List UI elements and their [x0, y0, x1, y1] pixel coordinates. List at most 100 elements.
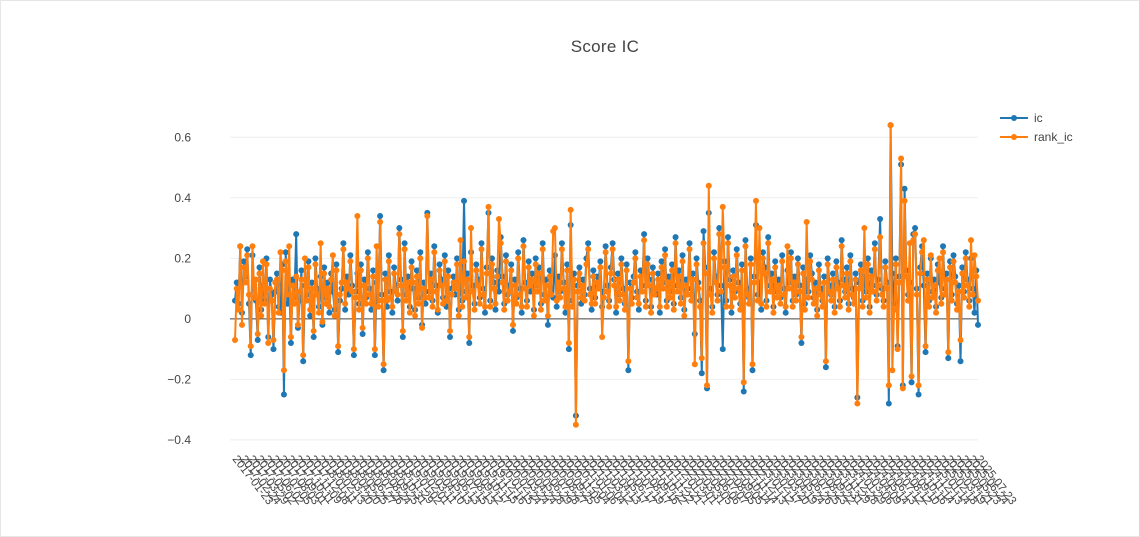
data-point-rank_ic[interactable]: [406, 309, 413, 316]
data-point-ic[interactable]: [385, 252, 392, 259]
data-point-ic[interactable]: [370, 267, 377, 274]
data-point-ic[interactable]: [590, 267, 597, 274]
data-point-rank_ic[interactable]: [343, 279, 350, 286]
data-point-rank_ic[interactable]: [653, 285, 660, 292]
data-point-ic[interactable]: [511, 276, 518, 283]
data-point-rank_ic[interactable]: [307, 306, 314, 313]
data-point-rank_ic[interactable]: [298, 276, 305, 283]
data-point-rank_ic[interactable]: [232, 337, 238, 344]
data-point-ic[interactable]: [852, 270, 859, 277]
data-point-ic[interactable]: [244, 246, 251, 253]
data-point-ic[interactable]: [759, 249, 766, 256]
data-point-rank_ic[interactable]: [233, 285, 240, 292]
data-point-rank_ic[interactable]: [308, 285, 315, 292]
data-point-rank_ic[interactable]: [607, 270, 614, 277]
data-point-rank_ic[interactable]: [740, 379, 747, 386]
data-point-ic[interactable]: [658, 258, 665, 265]
data-point-rank_ic[interactable]: [899, 385, 906, 392]
data-point-rank_ic[interactable]: [744, 291, 751, 298]
data-point-rank_ic[interactable]: [565, 340, 572, 347]
data-point-ic[interactable]: [885, 400, 892, 407]
data-point-rank_ic[interactable]: [950, 258, 957, 265]
data-point-rank_ic[interactable]: [725, 240, 731, 247]
data-point-rank_ic[interactable]: [564, 267, 571, 274]
data-point-rank_ic[interactable]: [592, 300, 599, 307]
data-point-rank_ic[interactable]: [649, 270, 656, 277]
data-point-rank_ic[interactable]: [252, 276, 259, 283]
data-point-ic[interactable]: [915, 391, 922, 398]
data-point-rank_ic[interactable]: [868, 273, 875, 280]
data-point-rank_ic[interactable]: [898, 155, 905, 162]
data-point-rank_ic[interactable]: [310, 327, 317, 334]
data-point-rank_ic[interactable]: [721, 264, 728, 271]
data-point-rank_ic[interactable]: [726, 282, 733, 289]
data-point-rank_ic[interactable]: [516, 291, 523, 298]
data-point-rank_ic[interactable]: [789, 303, 796, 310]
data-point-ic[interactable]: [625, 367, 632, 374]
data-point-rank_ic[interactable]: [704, 382, 711, 389]
data-point-ic[interactable]: [901, 185, 908, 192]
data-point-rank_ic[interactable]: [490, 285, 497, 292]
data-point-rank_ic[interactable]: [544, 312, 551, 319]
data-point-rank_ic[interactable]: [282, 258, 289, 265]
data-point-rank_ic[interactable]: [408, 264, 415, 271]
data-point-rank_ic[interactable]: [716, 231, 723, 238]
data-point-ic[interactable]: [716, 225, 723, 232]
data-point-ic[interactable]: [950, 252, 957, 259]
data-point-rank_ic[interactable]: [814, 312, 821, 319]
data-point-rank_ic[interactable]: [917, 270, 924, 277]
data-point-rank_ic[interactable]: [363, 300, 370, 307]
data-point-ic[interactable]: [280, 391, 287, 398]
data-point-ic[interactable]: [525, 258, 532, 265]
data-point-ic[interactable]: [798, 340, 805, 347]
data-point-rank_ic[interactable]: [438, 282, 445, 289]
data-point-rank_ic[interactable]: [959, 270, 966, 277]
data-point-rank_ic[interactable]: [606, 303, 613, 310]
data-point-ic[interactable]: [464, 270, 471, 277]
data-point-rank_ic[interactable]: [357, 267, 364, 274]
data-point-rank_ic[interactable]: [926, 303, 933, 310]
data-point-ic[interactable]: [662, 246, 669, 253]
data-point-ic[interactable]: [719, 346, 726, 353]
data-point-ic[interactable]: [838, 237, 845, 244]
data-point-ic[interactable]: [256, 264, 263, 271]
data-point-ic[interactable]: [473, 261, 480, 268]
data-point-rank_ic[interactable]: [398, 282, 405, 289]
data-point-rank_ic[interactable]: [593, 279, 600, 286]
data-point-ic[interactable]: [940, 243, 947, 250]
data-point-ic[interactable]: [740, 388, 747, 395]
data-point-rank_ic[interactable]: [476, 300, 483, 307]
data-point-rank_ic[interactable]: [523, 303, 530, 310]
data-point-rank_ic[interactable]: [655, 276, 662, 283]
data-point-rank_ic[interactable]: [648, 309, 655, 316]
data-point-rank_ic[interactable]: [529, 276, 536, 283]
data-point-rank_ic[interactable]: [968, 237, 975, 244]
data-point-rank_ic[interactable]: [745, 300, 752, 307]
data-point-rank_ic[interactable]: [417, 255, 424, 262]
data-point-rank_ic[interactable]: [700, 240, 707, 247]
data-point-rank_ic[interactable]: [277, 249, 284, 256]
data-point-rank_ic[interactable]: [936, 255, 943, 262]
data-point-rank_ic[interactable]: [539, 246, 546, 253]
data-point-rank_ic[interactable]: [551, 225, 558, 232]
data-point-rank_ic[interactable]: [492, 300, 499, 307]
data-point-rank_ic[interactable]: [674, 288, 681, 295]
data-point-rank_ic[interactable]: [609, 246, 616, 253]
data-point-rank_ic[interactable]: [513, 300, 520, 307]
data-point-ic[interactable]: [492, 306, 499, 313]
data-point-rank_ic[interactable]: [966, 303, 973, 310]
data-point-rank_ic[interactable]: [602, 249, 609, 256]
data-point-rank_ic[interactable]: [641, 237, 648, 244]
data-point-ic[interactable]: [380, 367, 387, 374]
data-point-rank_ic[interactable]: [273, 276, 280, 283]
data-point-rank_ic[interactable]: [471, 306, 478, 313]
data-point-ic[interactable]: [613, 309, 620, 316]
data-point-ic[interactable]: [558, 240, 565, 247]
data-point-ic[interactable]: [698, 370, 705, 377]
data-point-rank_ic[interactable]: [611, 282, 618, 289]
data-point-rank_ic[interactable]: [525, 264, 532, 271]
data-point-ic[interactable]: [240, 258, 247, 265]
data-point-rank_ic[interactable]: [468, 225, 475, 232]
data-point-rank_ic[interactable]: [908, 373, 915, 380]
data-point-rank_ic[interactable]: [665, 279, 672, 286]
